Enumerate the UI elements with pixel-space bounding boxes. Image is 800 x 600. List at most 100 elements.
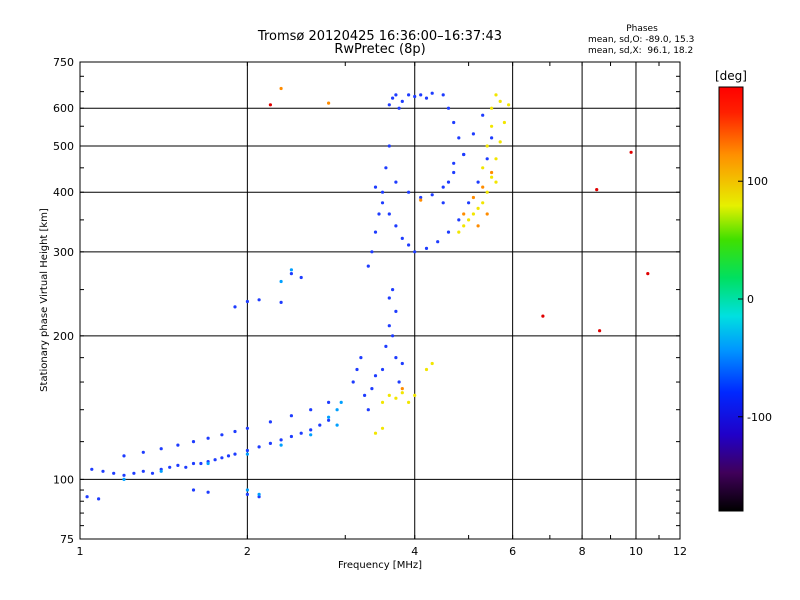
data-point bbox=[90, 467, 94, 471]
data-point bbox=[206, 461, 210, 466]
data-point bbox=[471, 195, 475, 200]
data-point bbox=[176, 443, 180, 447]
data-point bbox=[441, 93, 445, 97]
data-point bbox=[462, 152, 466, 157]
data-point bbox=[391, 334, 395, 338]
data-point bbox=[490, 136, 494, 140]
data-point bbox=[441, 201, 445, 205]
data-point bbox=[245, 448, 249, 453]
data-point bbox=[394, 93, 398, 97]
data-point bbox=[485, 144, 489, 148]
y-tick-label: 300 bbox=[53, 246, 74, 259]
data-point bbox=[387, 324, 391, 328]
data-point bbox=[206, 490, 210, 494]
data-point bbox=[462, 212, 466, 216]
data-point bbox=[424, 96, 429, 100]
data-point bbox=[335, 408, 339, 412]
data-point bbox=[424, 367, 429, 372]
data-point bbox=[289, 434, 293, 439]
data-point bbox=[384, 166, 388, 170]
data-point bbox=[462, 224, 466, 228]
y-tick-label: 500 bbox=[53, 140, 74, 153]
data-point bbox=[494, 180, 498, 184]
y-tick-label: 600 bbox=[53, 102, 74, 115]
data-point bbox=[191, 488, 196, 492]
data-point bbox=[377, 212, 381, 216]
data-point bbox=[452, 170, 456, 175]
data-point bbox=[430, 193, 434, 197]
data-point bbox=[400, 99, 404, 103]
data-point bbox=[457, 218, 461, 222]
y-axis-ticks: 75 100 200 300 400 500 600 750 bbox=[53, 56, 680, 546]
data-point bbox=[595, 188, 599, 192]
data-point bbox=[380, 367, 385, 372]
data-point bbox=[494, 157, 498, 161]
data-point bbox=[507, 103, 511, 107]
data-point bbox=[122, 473, 126, 477]
data-point bbox=[424, 246, 429, 250]
data-point bbox=[141, 450, 145, 454]
data-point bbox=[176, 463, 180, 467]
data-point bbox=[407, 190, 411, 194]
data-point bbox=[498, 99, 502, 103]
data-point bbox=[257, 298, 261, 302]
data-point bbox=[268, 441, 272, 445]
data-point bbox=[184, 465, 188, 469]
x-tick-label: 2 bbox=[244, 545, 251, 558]
data-point bbox=[327, 400, 331, 404]
data-point bbox=[394, 356, 398, 360]
data-point bbox=[226, 454, 231, 458]
data-point bbox=[419, 195, 423, 200]
data-point bbox=[629, 150, 633, 154]
data-point bbox=[279, 443, 283, 447]
colorbar-ticks: 100 0 -100 bbox=[738, 175, 772, 424]
data-point bbox=[481, 185, 485, 189]
data-point bbox=[299, 431, 303, 435]
data-point bbox=[159, 447, 163, 451]
data-point bbox=[471, 132, 475, 136]
data-point bbox=[318, 423, 322, 427]
data-point bbox=[441, 185, 445, 189]
data-point bbox=[394, 180, 398, 184]
colorbar-label: [deg] bbox=[715, 69, 747, 83]
phases-line-o: mean, sd,O: -89.0, 15.3 bbox=[588, 35, 694, 45]
data-point bbox=[498, 140, 502, 144]
data-point bbox=[485, 190, 489, 194]
data-point bbox=[370, 250, 374, 254]
data-point bbox=[384, 344, 388, 348]
chart-title: Tromsø 20120425 16:36:00–16:37:43 bbox=[257, 29, 502, 44]
data-point bbox=[141, 469, 145, 473]
data-point bbox=[394, 309, 398, 313]
data-point bbox=[387, 212, 391, 216]
phases-line-x: mean, sd,X: 96.1, 18.2 bbox=[588, 46, 693, 56]
data-point bbox=[490, 106, 494, 110]
chart-subtitle: RwPretec (8p) bbox=[334, 42, 425, 57]
data-point bbox=[380, 400, 385, 404]
grid-lines bbox=[80, 62, 680, 539]
x-axis-label: Frequency [MHz] bbox=[338, 560, 422, 571]
data-point bbox=[327, 418, 331, 422]
data-point bbox=[387, 103, 391, 107]
y-tick-label: 100 bbox=[53, 473, 74, 486]
data-point bbox=[419, 93, 423, 97]
data-point bbox=[397, 106, 401, 110]
data-point bbox=[380, 190, 385, 194]
data-point bbox=[279, 86, 283, 91]
data-point bbox=[646, 272, 650, 276]
data-point bbox=[257, 445, 261, 449]
data-point bbox=[490, 124, 494, 128]
data-point bbox=[397, 380, 401, 384]
data-point bbox=[279, 300, 283, 304]
data-point bbox=[199, 461, 203, 466]
data-point bbox=[446, 180, 451, 184]
data-point bbox=[279, 438, 283, 442]
data-point bbox=[101, 469, 105, 473]
x-tick-label: 6 bbox=[509, 545, 516, 558]
data-point bbox=[309, 428, 313, 432]
data-point bbox=[191, 440, 196, 444]
data-point bbox=[370, 387, 374, 391]
data-point bbox=[490, 170, 494, 175]
data-point bbox=[419, 198, 423, 202]
data-point bbox=[257, 495, 261, 499]
